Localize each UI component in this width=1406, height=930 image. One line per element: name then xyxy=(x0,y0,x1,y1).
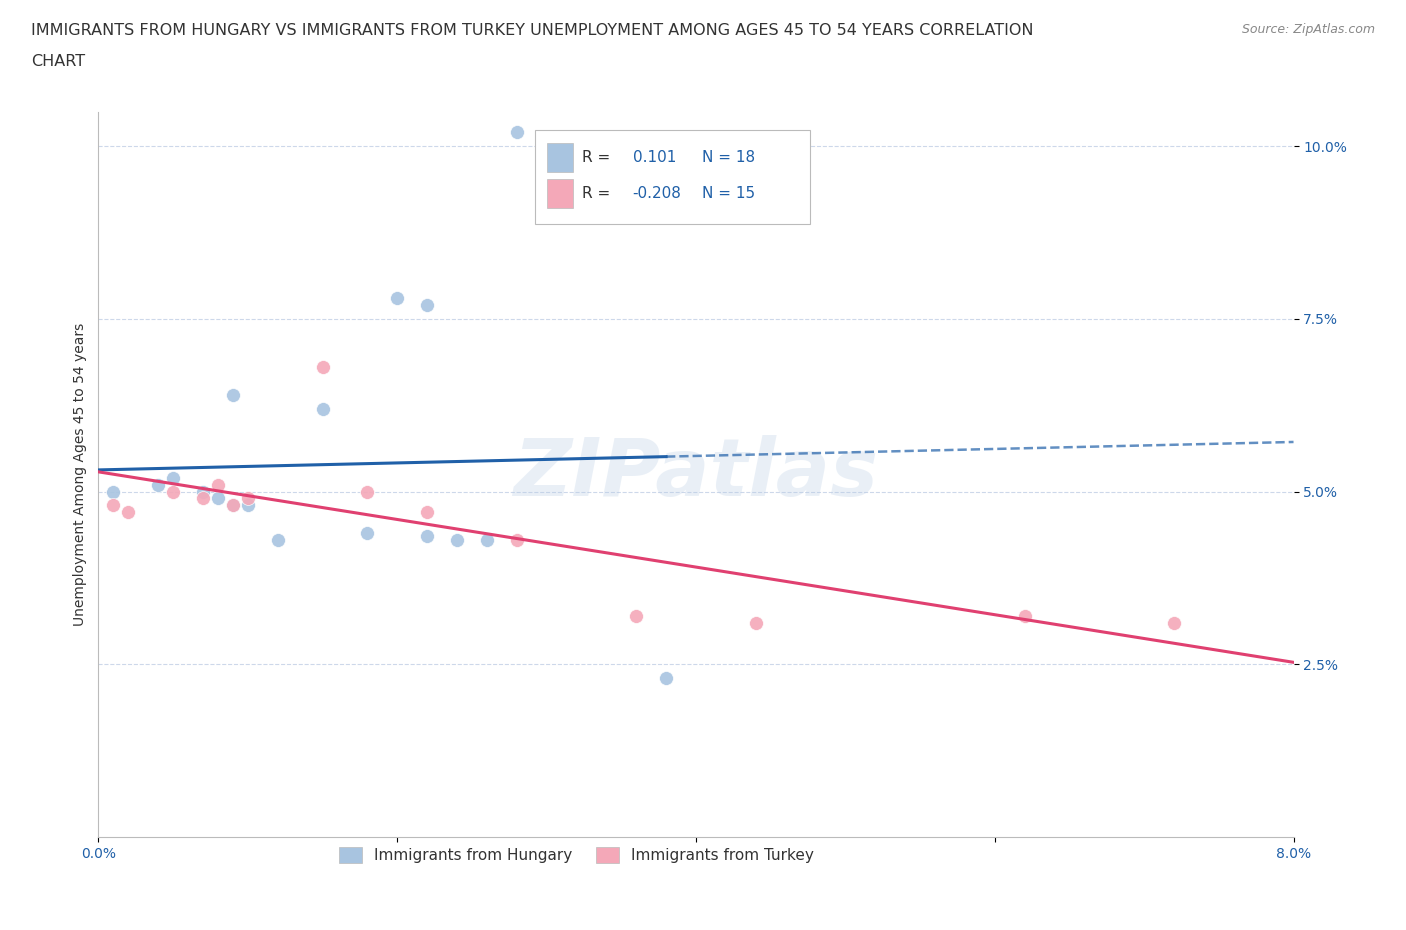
Text: 0.101: 0.101 xyxy=(633,150,676,165)
Point xyxy=(416,529,439,544)
Bar xyxy=(547,143,572,172)
Point xyxy=(356,525,378,540)
Point xyxy=(655,671,678,685)
Point xyxy=(745,616,768,631)
Point xyxy=(1163,616,1185,631)
Point xyxy=(162,471,184,485)
Point xyxy=(416,505,439,520)
Point xyxy=(416,298,439,312)
Text: N = 18: N = 18 xyxy=(702,150,755,165)
Text: Source: ZipAtlas.com: Source: ZipAtlas.com xyxy=(1241,23,1375,36)
Point xyxy=(475,533,498,548)
Bar xyxy=(547,179,572,208)
Point xyxy=(506,125,529,140)
Point xyxy=(207,491,229,506)
Point xyxy=(1014,608,1036,623)
Point xyxy=(385,291,409,306)
Text: CHART: CHART xyxy=(31,54,84,69)
Point xyxy=(356,485,378,499)
Text: N = 15: N = 15 xyxy=(702,186,755,201)
FancyBboxPatch shape xyxy=(534,130,810,224)
Point xyxy=(207,477,229,492)
Text: -0.208: -0.208 xyxy=(633,186,682,201)
Point xyxy=(311,401,333,416)
Point xyxy=(117,505,139,520)
Text: ZIPatlas: ZIPatlas xyxy=(513,435,879,513)
Point xyxy=(222,388,245,403)
Point xyxy=(446,533,468,548)
Text: IMMIGRANTS FROM HUNGARY VS IMMIGRANTS FROM TURKEY UNEMPLOYMENT AMONG AGES 45 TO : IMMIGRANTS FROM HUNGARY VS IMMIGRANTS FR… xyxy=(31,23,1033,38)
Y-axis label: Unemployment Among Ages 45 to 54 years: Unemployment Among Ages 45 to 54 years xyxy=(73,323,87,626)
Text: R =: R = xyxy=(582,150,610,165)
Point xyxy=(626,608,648,623)
Point xyxy=(162,485,184,499)
Legend: Immigrants from Hungary, Immigrants from Turkey: Immigrants from Hungary, Immigrants from… xyxy=(333,841,820,870)
Point xyxy=(103,498,125,512)
Point xyxy=(236,498,259,512)
Point xyxy=(103,485,125,499)
Point xyxy=(222,498,245,512)
Point xyxy=(191,485,214,499)
Point xyxy=(506,533,529,548)
Point xyxy=(267,533,290,548)
Point xyxy=(222,498,245,512)
Point xyxy=(236,491,259,506)
Point xyxy=(148,477,170,492)
Point xyxy=(191,491,214,506)
Text: R =: R = xyxy=(582,186,610,201)
Point xyxy=(311,360,333,375)
